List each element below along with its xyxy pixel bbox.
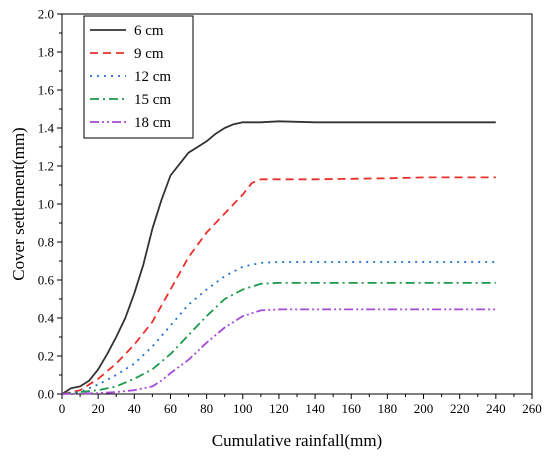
legend-label: 6 cm <box>134 23 164 39</box>
series-line-5 <box>61 308 496 395</box>
x-tick-label: 260 <box>522 401 542 416</box>
y-tick-label: 1.2 <box>38 159 54 174</box>
x-tick-label: 220 <box>450 401 470 416</box>
y-axis-title: Cover settlement(mm) <box>9 127 28 280</box>
y-tick-label: 0.2 <box>38 349 54 364</box>
x-axis-title: Cumulative rainfall(mm) <box>212 431 382 450</box>
legend-label: 18 cm <box>134 115 171 131</box>
x-tick-label: 0 <box>59 401 66 416</box>
legend: 6 cm 9 cm 12 cm 15 cm 18 cm <box>83 15 194 139</box>
x-tick-label: 140 <box>305 401 325 416</box>
x-tick-label: 100 <box>233 401 253 416</box>
legend-label: 15 cm <box>134 92 171 108</box>
x-axis: 0 20 40 60 80 100 120 140 160 180 200 220 240 260 <box>59 394 542 416</box>
x-tick-label: 160 <box>341 401 361 416</box>
x-tick-label: 80 <box>200 401 213 416</box>
x-tick-label: 40 <box>128 401 141 416</box>
series-line-1 <box>61 120 496 395</box>
y-tick-label: 1.8 <box>38 45 54 60</box>
series-line-2 <box>61 176 496 395</box>
legend-label: 9 cm <box>134 46 164 62</box>
y-tick-label: 1.0 <box>38 197 54 212</box>
series-line-3 <box>61 261 496 395</box>
y-tick-label: 0.0 <box>38 387 54 402</box>
x-tick-label: 240 <box>486 401 506 416</box>
y-tick-label: 0.8 <box>38 235 54 250</box>
y-tick-label: 1.6 <box>38 83 55 98</box>
y-tick-label: 1.4 <box>38 121 55 136</box>
x-tick-label: 180 <box>378 401 398 416</box>
legend-label: 12 cm <box>134 69 171 85</box>
x-tick-label: 20 <box>92 401 105 416</box>
legend-box <box>83 15 194 139</box>
series-line-4 <box>61 282 496 395</box>
y-tick-label: 0.4 <box>38 311 55 326</box>
x-tick-label: 200 <box>414 401 434 416</box>
y-tick-label: 2.0 <box>38 7 54 22</box>
y-axis: 0.0 0.2 0.4 0.6 0.8 1.0 1.2 1.4 1.6 1.8 2.0 <box>38 7 62 402</box>
y-tick-label: 0.6 <box>38 273 55 288</box>
series-layer <box>61 120 496 395</box>
x-tick-label: 120 <box>269 401 289 416</box>
x-tick-label: 60 <box>164 401 177 416</box>
